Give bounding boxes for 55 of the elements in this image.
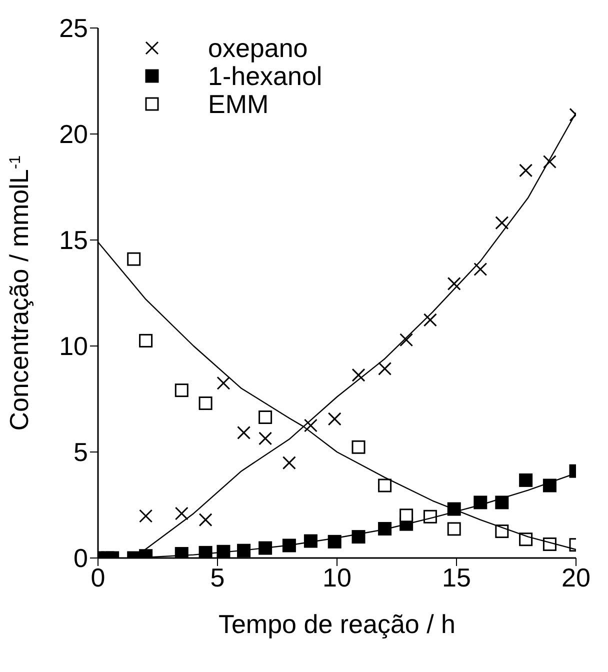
y-tick-label: 20 — [59, 119, 88, 150]
point — [495, 496, 509, 510]
point — [519, 164, 533, 178]
legend-label: EMM — [208, 89, 269, 119]
point — [282, 456, 296, 470]
point — [495, 216, 509, 230]
y-tick-label: 0 — [74, 543, 88, 574]
point — [328, 412, 342, 426]
point — [198, 513, 212, 527]
point — [400, 333, 414, 347]
point — [127, 252, 141, 266]
point — [378, 478, 392, 492]
point — [174, 384, 188, 398]
point — [258, 432, 272, 446]
point — [352, 530, 366, 544]
point — [400, 508, 414, 522]
point — [378, 522, 392, 536]
y-tick-label: 10 — [59, 331, 88, 362]
y-tick-label: 5 — [74, 437, 88, 468]
y-tick-label: 25 — [59, 13, 88, 44]
point — [447, 276, 461, 290]
x-tick-label: 15 — [442, 562, 471, 592]
point — [198, 546, 212, 558]
point — [237, 426, 251, 440]
point — [139, 509, 153, 523]
point — [474, 262, 488, 276]
point — [258, 541, 272, 555]
point — [198, 396, 212, 410]
point — [447, 522, 461, 536]
point — [304, 534, 318, 548]
x-tick-label: 20 — [562, 562, 590, 592]
y-tick-label: 15 — [59, 225, 88, 256]
point — [304, 418, 318, 432]
point — [542, 155, 556, 169]
point — [237, 544, 251, 558]
legend-label: oxepano — [208, 33, 308, 63]
x-tick-label: 5 — [210, 562, 225, 592]
point — [258, 410, 272, 424]
point — [216, 376, 230, 390]
legend-label: 1-hexanol — [208, 61, 322, 91]
point — [352, 368, 366, 382]
point — [542, 478, 556, 492]
x-axis-title: Tempo de reação / h — [218, 609, 456, 639]
point — [423, 313, 437, 327]
point — [174, 547, 188, 558]
x-tick-label: 10 — [322, 562, 352, 592]
point — [378, 362, 392, 376]
point — [328, 534, 342, 548]
point — [174, 506, 188, 520]
point — [519, 473, 533, 487]
point — [474, 496, 488, 510]
point — [139, 334, 153, 348]
point — [282, 538, 296, 552]
point — [352, 440, 366, 454]
point — [216, 544, 230, 558]
